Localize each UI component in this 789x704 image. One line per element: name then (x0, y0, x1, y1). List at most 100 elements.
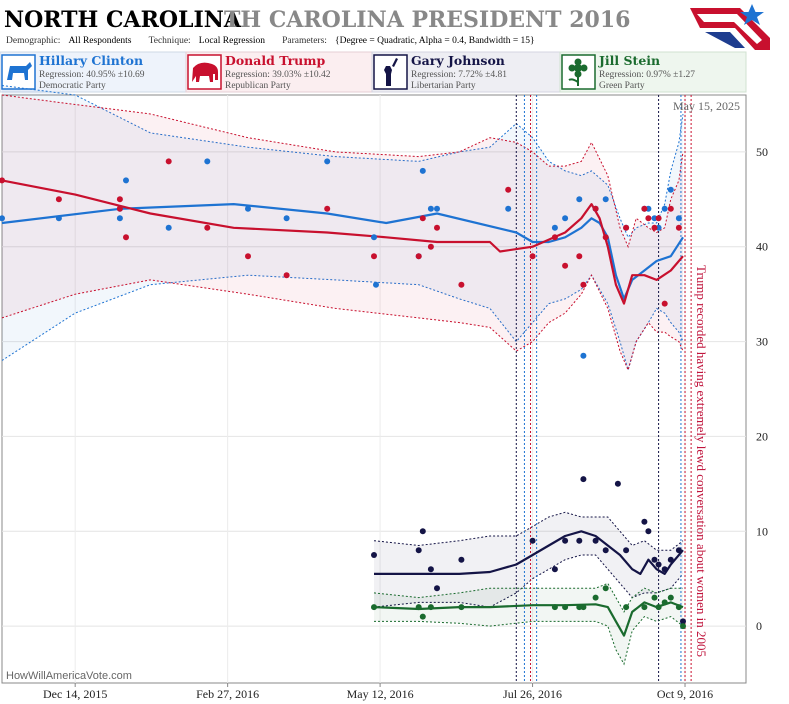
y-tick-label-0: 0 (756, 619, 762, 633)
point-donald-trump-26 (645, 215, 652, 222)
point-hillary-clinton-6 (204, 158, 211, 165)
point-donald-trump-15 (458, 281, 465, 288)
point-donald-trump-12 (419, 215, 426, 222)
point-gary-johnson-8 (562, 537, 569, 544)
band-fill-donald-trump (2, 95, 683, 370)
point-hillary-clinton-15 (434, 205, 440, 212)
trend-line-hillary-clinton (1, 203, 684, 300)
point-donald-trump-24 (623, 224, 630, 231)
legend-stein-name: Jill Stein (598, 53, 660, 68)
point-hillary-clinton-22 (602, 196, 609, 203)
point-gary-johnson-1 (415, 547, 422, 554)
legend-clinton-name: Hillary Clinton (39, 53, 143, 68)
point-gary-johnson-20 (667, 556, 674, 563)
confidence-bands (1, 85, 684, 666)
point-hillary-clinton-29 (667, 186, 674, 193)
band-fill-hillary-clinton (2, 85, 683, 370)
point-gary-johnson-17 (651, 556, 658, 563)
point-hillary-clinton-9 (324, 158, 331, 165)
point-donald-trump-16 (505, 186, 512, 193)
trend-lines (1, 179, 684, 637)
point-donald-trump-18 (551, 234, 558, 241)
point-hillary-clinton-16 (505, 205, 512, 212)
point-hillary-clinton-20 (580, 352, 587, 359)
point-donald-trump-22 (592, 205, 599, 212)
point-hillary-clinton-5 (165, 224, 172, 231)
y-tick-label-20: 20 (756, 429, 768, 443)
x-tick-label-3: Jul 26, 2016 (503, 687, 562, 701)
point-gary-johnson-16 (645, 528, 652, 535)
point-hillary-clinton-7 (245, 205, 251, 212)
point-donald-trump-7 (245, 253, 251, 260)
legend-stein: Jill Stein Regression: 0.97% ±1.27 Green… (559, 51, 747, 93)
event-annotation: Trump recorded having extremely lewd con… (694, 265, 709, 657)
point-hillary-clinton-26 (651, 215, 658, 222)
site-logo (690, 4, 770, 50)
point-gary-johnson-10 (580, 476, 587, 483)
point-gary-johnson-4 (434, 585, 440, 592)
legend-stein-regression: Regression: 0.97% ±1.27 (599, 70, 695, 80)
point-donald-trump-4 (123, 234, 129, 241)
point-gary-johnson-0 (371, 552, 377, 558)
point-hillary-clinton-27 (655, 224, 662, 231)
watermark: HowWillAmericaVote.com (6, 670, 132, 682)
point-jill-stein-12 (641, 604, 648, 611)
technique-label: Technique: (149, 36, 191, 46)
point-gary-johnson-6 (529, 537, 536, 544)
band-upper-donald-trump (1, 94, 684, 249)
point-hillary-clinton-17 (551, 224, 558, 231)
band-upper-gary-johnson (373, 511, 684, 551)
point-jill-stein-17 (675, 604, 682, 611)
legend-johnson-name: Gary Johnson (411, 53, 505, 68)
x-tick-label-1: Feb 27, 2016 (196, 687, 259, 701)
point-gary-johnson-21 (675, 547, 682, 554)
point-gary-johnson-9 (576, 537, 583, 544)
point-jill-stein-13 (651, 594, 658, 601)
point-jill-stein-2 (419, 613, 426, 620)
point-gary-johnson-5 (458, 556, 465, 563)
legend-trump-name: Donald Trump (225, 53, 325, 68)
legend-trump: Donald Trump Regression: 39.03% ±10.42 R… (185, 51, 373, 93)
point-donald-trump-13 (427, 243, 434, 250)
point-donald-trump-9 (324, 205, 331, 212)
band-fill-jill-stein (374, 583, 683, 664)
point-donald-trump-5 (165, 158, 172, 165)
point-gary-johnson-13 (614, 480, 621, 487)
band-lower-donald-trump (1, 274, 684, 372)
demographic-label: Demographic: (6, 36, 60, 46)
parameters-value: {Degree = Quadratic, Alpha = 0.4, Bandwi… (335, 36, 535, 46)
point-donald-trump-0 (0, 177, 5, 184)
point-donald-trump-30 (667, 205, 674, 212)
point-jill-stein-16 (667, 594, 674, 601)
point-gary-johnson-22 (680, 618, 686, 625)
point-donald-trump-20 (576, 253, 583, 260)
parameters-label: Parameters: (282, 36, 327, 46)
point-jill-stein-5 (551, 604, 558, 611)
point-hillary-clinton-10 (371, 234, 377, 241)
point-hillary-clinton-1 (55, 215, 62, 222)
point-gary-johnson-18 (655, 561, 662, 568)
x-tick-label-4: Oct 9, 2016 (657, 687, 713, 701)
statue-of-liberty-icon (373, 54, 408, 90)
point-jill-stein-14 (655, 604, 662, 611)
x-axis-ticks: Dec 14, 2015 Feb 27, 2016 May 12, 2016 Jul … (43, 683, 713, 701)
point-gary-johnson-19 (661, 566, 668, 573)
point-jill-stein-3 (427, 604, 434, 611)
point-hillary-clinton-11 (373, 281, 379, 288)
point-jill-stein-9 (592, 594, 599, 601)
y-axis-ticks: 0 10 20 30 40 50 (756, 145, 768, 633)
point-jill-stein-0 (371, 604, 377, 611)
legend: Hillary Clinton Regression: 40.95% ±10.6… (0, 51, 747, 93)
trend-line-jill-stein (373, 601, 684, 637)
point-gary-johnson-11 (592, 537, 599, 544)
y-tick-label-30: 30 (756, 335, 768, 349)
point-jill-stein-18 (680, 623, 686, 630)
point-hillary-clinton-0 (0, 215, 5, 222)
technique-value: Local Regression (199, 36, 265, 46)
point-jill-stein-8 (580, 604, 587, 611)
band-upper-jill-stein (373, 582, 683, 613)
legend-trump-party: Republican Party (225, 81, 291, 91)
legend-johnson-regression: Regression: 7.72% ±4.81 (411, 70, 507, 80)
x-tick-label-0: Dec 14, 2015 (43, 687, 107, 701)
